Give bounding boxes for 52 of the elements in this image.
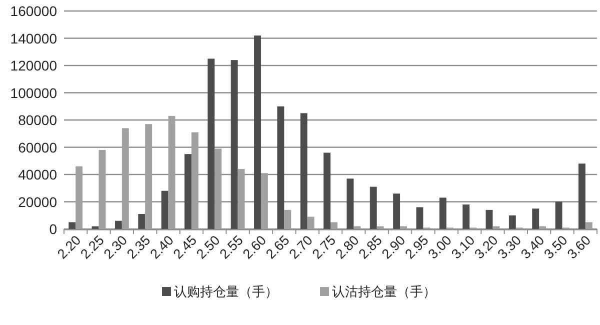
bar <box>508 215 516 229</box>
bar <box>230 60 238 229</box>
bar <box>439 198 446 229</box>
bar <box>277 106 284 229</box>
bar <box>76 166 83 229</box>
bar <box>555 202 562 229</box>
bar <box>585 222 592 229</box>
y-tick-label: 80000 <box>18 112 58 128</box>
bar <box>346 178 354 229</box>
bar <box>254 36 261 229</box>
bar <box>92 226 99 229</box>
bar <box>330 222 338 229</box>
bar <box>300 113 308 229</box>
bar <box>578 164 586 229</box>
bar <box>416 207 424 229</box>
bar <box>145 124 152 229</box>
y-tick-label: 60000 <box>18 139 58 156</box>
y-tick-label: 140000 <box>10 30 58 46</box>
bar <box>284 210 292 229</box>
bar <box>393 194 400 229</box>
legend-label: 认购持仓量（手） <box>174 284 278 299</box>
bar <box>184 154 192 229</box>
bar <box>400 226 407 229</box>
bar <box>307 216 314 229</box>
bar <box>68 222 76 229</box>
bar <box>214 148 222 229</box>
legend-label: 认沽持仓量（手） <box>332 284 436 299</box>
bar <box>532 208 540 229</box>
bar <box>462 204 470 229</box>
bar <box>238 169 245 229</box>
bar <box>376 226 384 229</box>
bar <box>324 152 330 229</box>
bar <box>168 116 176 229</box>
bar <box>260 173 268 229</box>
y-tick-label: 20000 <box>18 194 58 210</box>
bar <box>208 58 215 229</box>
bar <box>122 128 129 229</box>
y-tick-label: 160000 <box>10 3 58 19</box>
bar <box>98 150 106 229</box>
bar <box>492 226 500 229</box>
y-tick-label: 120000 <box>10 58 58 74</box>
bar <box>486 210 493 229</box>
y-tick-label: 0 <box>49 221 58 237</box>
bar <box>539 226 546 229</box>
bar <box>161 190 168 229</box>
y-tick-label: 100000 <box>10 84 58 101</box>
y-tick-label: 40000 <box>18 166 58 182</box>
bar <box>114 220 122 229</box>
bar <box>354 226 361 229</box>
bar <box>191 132 198 229</box>
bar <box>370 186 377 229</box>
bar <box>138 214 146 229</box>
